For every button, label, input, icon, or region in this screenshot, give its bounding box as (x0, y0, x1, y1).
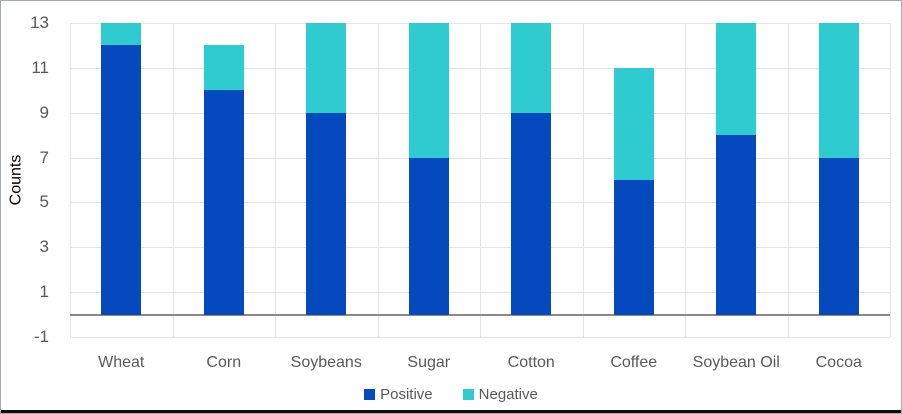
bar-segment-negative[interactable] (408, 23, 449, 158)
legend-item-positive[interactable]: Positive (364, 386, 433, 403)
gridline-horizontal (70, 157, 890, 159)
y-tick-label: 11 (31, 57, 49, 77)
y-tick-label: 9 (39, 102, 49, 122)
gridline-vertical (685, 23, 686, 337)
gridline-horizontal (70, 337, 890, 338)
category-label: Soybeans (290, 354, 362, 371)
bar-segment-positive[interactable] (203, 90, 244, 315)
bar-segment-positive[interactable] (818, 157, 859, 315)
category-label: Soybean Oil (692, 354, 780, 371)
bar-segment-negative[interactable] (511, 23, 552, 113)
y-axis-title-text: Counts (7, 154, 25, 206)
category-label: Corn (206, 354, 242, 371)
legend: Positive Negative (1, 386, 901, 403)
gridline-vertical (890, 23, 891, 337)
legend-swatch-positive (364, 389, 376, 400)
bar-segment-positive[interactable] (511, 112, 552, 315)
bar-segment-positive[interactable] (306, 112, 347, 315)
category-label: Sugar (407, 354, 451, 371)
bar-segment-negative[interactable] (613, 67, 654, 180)
y-tick-label: 7 (39, 147, 49, 167)
bar-segment-negative[interactable] (203, 45, 244, 91)
gridline-horizontal (70, 67, 890, 69)
y-tick-label: 13 (30, 13, 49, 32)
y-axis-title: Counts (3, 23, 29, 337)
category-label: Wheat (98, 354, 145, 371)
gridline-vertical (582, 23, 584, 337)
gridline-horizontal (70, 292, 890, 294)
legend-swatch-negative (462, 389, 474, 400)
y-tick-label: -1 (33, 327, 49, 346)
bar-segment-negative[interactable] (818, 23, 859, 158)
bar-segment-positive[interactable] (613, 180, 654, 315)
category-label: Cocoa (815, 354, 862, 371)
bar-segment-negative[interactable] (101, 23, 142, 46)
gridline-horizontal (70, 112, 890, 114)
gridline-vertical (275, 23, 276, 337)
category-label: Cotton (507, 354, 555, 371)
x-axis-line (70, 313, 890, 316)
gridline-horizontal (70, 23, 890, 24)
bar-segment-positive[interactable] (101, 45, 142, 315)
y-tick-label: 5 (39, 192, 49, 212)
legend-item-negative[interactable]: Negative (462, 386, 538, 403)
legend-label: Positive (380, 386, 433, 403)
gridline-horizontal (70, 202, 890, 204)
bar-segment-negative[interactable] (716, 23, 757, 136)
bar-segment-positive[interactable] (408, 157, 449, 315)
gridline-horizontal (70, 247, 890, 249)
gridline-vertical (377, 23, 379, 337)
gridline-vertical (70, 23, 71, 337)
y-tick-label: 1 (39, 282, 49, 302)
bar-segment-negative[interactable] (306, 23, 347, 113)
gridline-vertical (787, 23, 789, 337)
gridline-vertical (172, 23, 174, 337)
window-bottom-edge (1, 410, 901, 413)
bar-segment-positive[interactable] (716, 135, 757, 315)
legend-label: Negative (478, 386, 538, 403)
y-tick-label: 3 (39, 237, 49, 257)
gridline-vertical (480, 23, 481, 337)
category-label: Coffee (610, 354, 658, 371)
